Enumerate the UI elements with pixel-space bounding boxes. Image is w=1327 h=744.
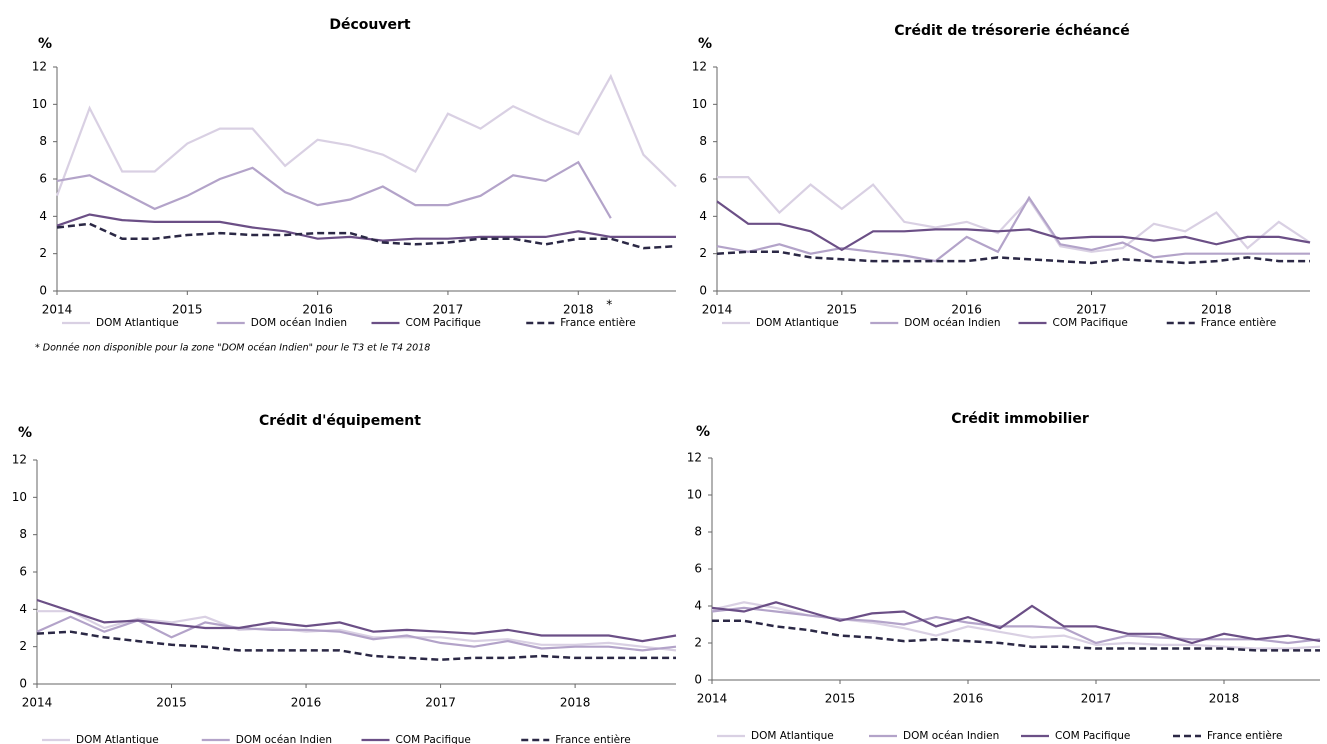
y-tick-label: 6 [39,172,47,186]
legend-label: DOM océan Indien [236,734,332,744]
x-tick-label: 2016 [302,303,333,317]
y-tick-label: 4 [699,209,707,223]
y-tick-label: 10 [687,488,702,502]
series-line [36,630,676,661]
x-tick-label: 2016 [291,696,322,710]
y-tick-label: 2 [694,636,702,650]
y-axis-label: % [38,36,52,52]
series-line [717,176,1311,253]
series-line [711,606,1321,645]
x-tick-label: 2017 [425,696,456,710]
footnote: * Donnée non disponible pour la zone "DO… [35,343,430,354]
y-tick-label: 8 [694,525,702,539]
x-tick-label: 2015 [156,696,187,710]
series-line [712,619,1320,652]
x-tick-label: 2018 [1209,692,1240,706]
series-line [711,601,1321,645]
series-line [56,222,677,250]
chart-title: Découvert [329,17,411,33]
y-tick-label: 12 [12,453,27,467]
x-tick-label: 2017 [433,303,464,317]
series-line [55,73,677,197]
y-tick-label: 8 [39,134,47,148]
series-line [716,200,1311,252]
y-tick-label: 10 [12,490,27,504]
x-tick-label: 2014 [42,303,73,317]
y-tick-label: 2 [19,639,27,653]
x-tick-label: 2017 [1081,692,1112,706]
legend-label: DOM Atlantique [751,730,834,742]
x-tick-label: 2016 [953,692,984,706]
y-tick-label: 0 [39,284,47,298]
legend-label: DOM océan Indien [904,317,1000,329]
y-tick-label: 8 [699,134,707,148]
y-tick-label: 4 [694,599,702,613]
series-line [37,610,677,652]
series-line [56,160,612,219]
y-tick-label: 6 [19,565,27,579]
legend-label: France entière [1207,730,1282,742]
legend-label: COM Pacifique [1053,317,1128,329]
chart-title: Crédit de trésorerie échéancé [894,23,1129,39]
x-tick-label: 2016 [951,303,982,317]
y-tick-label: 2 [39,246,47,260]
legend-label: DOM Atlantique [96,317,179,329]
x-tick-label: 2015 [172,303,203,317]
x-tick-label: 2014 [697,692,728,706]
legend-label: DOM Atlantique [756,317,839,329]
y-tick-label: 12 [32,60,47,74]
x-tick-label: 2018 [1201,303,1232,317]
y-tick-label: 0 [699,284,707,298]
legend-label: COM Pacifique [406,317,481,329]
y-tick-label: 6 [699,172,707,186]
legend-label: DOM océan Indien [251,317,347,329]
y-axis-label: % [18,425,32,441]
x-tick-label: 2018 [560,696,591,710]
x-tick-label: 2018 [563,303,594,317]
x-tick-label: 2017 [1076,303,1107,317]
legend-label: France entière [560,317,635,329]
x-tick-label: 2014 [22,696,53,710]
legend-label: COM Pacifique [396,734,471,744]
y-tick-label: 8 [19,527,27,541]
legend-label: France entière [1201,317,1276,329]
y-tick-label: 2 [699,246,707,260]
y-axis-label: % [696,424,710,440]
series-line [36,615,677,652]
y-tick-label: 4 [19,602,27,616]
x-tick-label: 2015 [827,303,858,317]
y-tick-label: 10 [692,97,707,111]
chart-title: Crédit d'équipement [259,413,421,429]
y-tick-label: 4 [39,209,47,223]
x-tick-label: 2015 [825,692,856,706]
legend-label: COM Pacifique [1055,730,1130,742]
annotation: * [606,298,612,312]
y-axis-label: % [698,36,712,52]
y-tick-label: 0 [19,677,27,691]
series-line [716,195,1310,263]
y-tick-label: 6 [694,562,702,576]
legend-label: France entière [555,734,630,744]
y-tick-label: 12 [692,60,707,74]
legend-label: DOM Atlantique [76,734,159,744]
series-line [36,598,677,643]
series-line [716,250,1310,265]
y-tick-label: 10 [32,97,47,111]
y-tick-label: 0 [694,673,702,687]
y-tick-label: 12 [687,451,702,465]
legend-label: DOM océan Indien [903,730,999,742]
x-tick-label: 2014 [702,303,733,317]
chart-title: Crédit immobilier [951,411,1089,427]
